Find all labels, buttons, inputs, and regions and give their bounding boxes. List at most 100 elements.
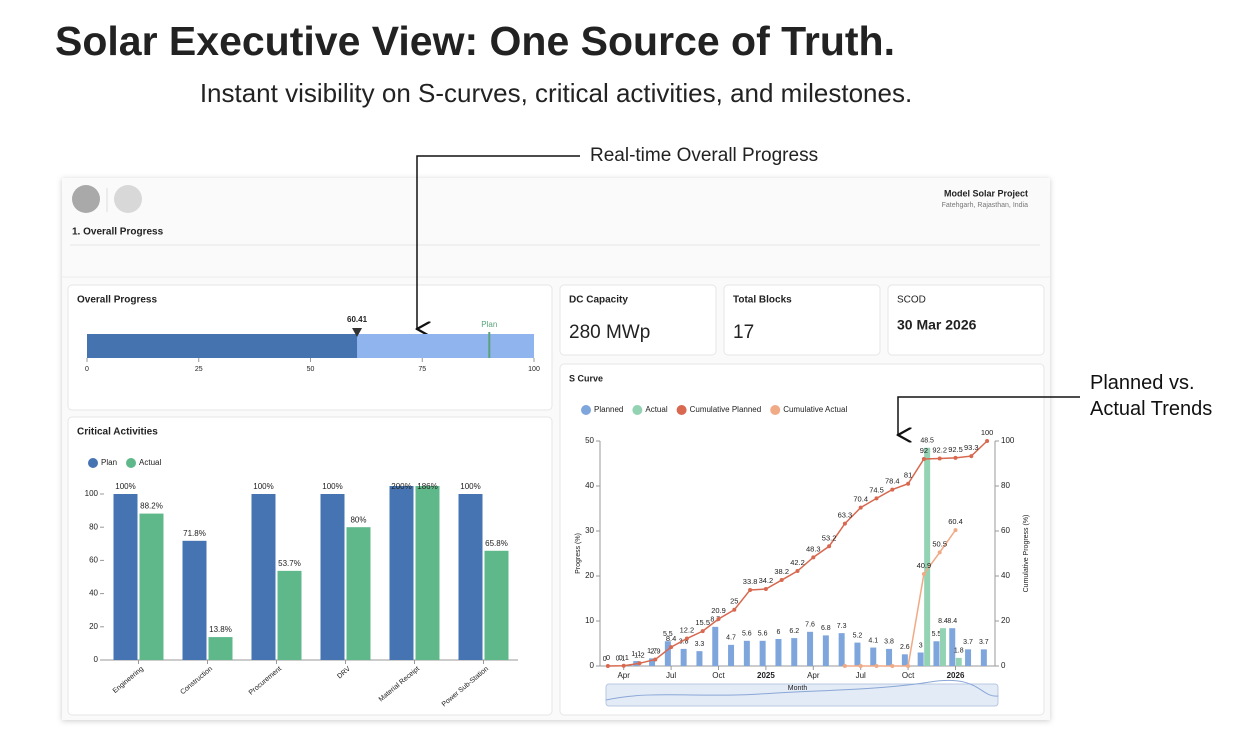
y-tick-label: 80 — [89, 522, 98, 531]
legend-label: Cumulative Planned — [690, 405, 762, 414]
bar — [140, 514, 164, 660]
y2-axis-title: Cumulative Progress (%) — [1023, 515, 1030, 593]
value-label: 7.6 — [805, 622, 815, 629]
value-label: 1.8 — [954, 648, 964, 655]
x-tick-label: 2026 — [947, 671, 965, 680]
x-tick-label: 2025 — [757, 671, 775, 680]
value-label: 65.8% — [485, 539, 508, 548]
bar — [807, 632, 813, 666]
x-tick-label: 75 — [418, 366, 426, 373]
y-tick-label: 40 — [585, 481, 594, 490]
bar — [459, 494, 483, 660]
point — [622, 664, 626, 668]
legend-marker — [770, 405, 780, 415]
legend-marker — [88, 458, 98, 468]
bar — [485, 551, 509, 660]
point — [906, 482, 910, 486]
legend-marker — [126, 458, 136, 468]
value-label: 3.3 — [695, 641, 705, 648]
value-label: 48.5 — [920, 438, 934, 445]
value-label: 13.8% — [209, 625, 232, 634]
value-label: 34.2 — [759, 576, 774, 585]
point — [827, 544, 831, 548]
bar — [791, 638, 797, 666]
value-label: 48.3 — [806, 544, 821, 553]
bar — [681, 649, 687, 666]
y2-tick-label: 20 — [1001, 616, 1010, 625]
bar — [965, 649, 971, 666]
point — [938, 550, 942, 554]
bar — [924, 448, 930, 666]
value-label: 81 — [904, 471, 912, 480]
bar — [696, 651, 702, 666]
progress-bar — [87, 334, 357, 358]
x-tick-label: Apr — [807, 671, 820, 680]
point — [717, 617, 721, 621]
point — [938, 457, 942, 461]
bar — [744, 641, 750, 666]
value-label: 60.41 — [347, 315, 368, 324]
value-label: 42.2 — [790, 558, 805, 567]
bar — [775, 639, 781, 666]
value-label: 40.9 — [917, 561, 932, 570]
value-label: 186% — [417, 482, 437, 491]
value-label: 12.2 — [680, 626, 695, 635]
y2-tick-label: 40 — [1001, 571, 1010, 580]
bar — [839, 633, 845, 666]
value-label: 15.5 — [695, 618, 710, 627]
card — [560, 364, 1044, 715]
value-label: 38.2 — [774, 567, 789, 576]
y-axis-title: Progress (%) — [575, 533, 582, 574]
bar — [347, 527, 371, 660]
point — [843, 664, 847, 668]
value-label: 53.2 — [822, 533, 837, 542]
legend-label: Actual — [645, 405, 667, 414]
bar — [981, 649, 987, 666]
value-label: 8.4 — [947, 618, 957, 625]
x-tick-label: 50 — [307, 366, 315, 373]
annotation: Planned vs. Actual Trends — [1090, 370, 1238, 422]
bar — [760, 641, 766, 666]
card-title: Critical Activities — [77, 427, 158, 438]
value-label: 200% — [391, 482, 411, 491]
card-title: Overall Progress — [77, 295, 157, 306]
value-label: 53.7% — [278, 559, 301, 568]
kpi-label: SCOD — [897, 295, 926, 306]
legend-marker — [632, 405, 642, 415]
x-tick-label: Apr — [617, 671, 630, 680]
point — [859, 664, 863, 668]
bar — [823, 635, 829, 666]
value-label: 78.4 — [885, 477, 900, 486]
value-label: 92 — [920, 446, 928, 455]
value-label: 25 — [730, 597, 738, 606]
legend-label: Planned — [594, 405, 623, 414]
x-tick-label: Oct — [712, 671, 725, 680]
value-label: 63.3 — [838, 511, 853, 520]
point — [843, 522, 847, 526]
x-axis-title: Month — [788, 685, 808, 692]
bar — [728, 645, 734, 666]
point — [732, 608, 736, 612]
value-label: 74.5 — [869, 485, 884, 494]
value-label: 8.4 — [666, 634, 676, 643]
value-label: 3.7 — [979, 639, 989, 646]
x-tick-label: Jul — [856, 671, 866, 680]
kpi-value: 17 — [733, 322, 754, 343]
value-label: 3 — [919, 642, 923, 649]
point — [780, 578, 784, 582]
section-title: 1. Overall Progress — [72, 227, 164, 238]
value-label: 88.2% — [140, 502, 163, 511]
value-label: 0 — [606, 653, 610, 662]
value-label: 5.2 — [853, 632, 863, 639]
bar — [902, 654, 908, 666]
bar — [712, 627, 718, 666]
legend-marker — [581, 405, 591, 415]
y-tick-label: 20 — [89, 622, 98, 631]
bar — [183, 541, 207, 660]
value-label: 33.8 — [743, 577, 758, 586]
y-tick-label: 50 — [585, 436, 594, 445]
y2-tick-label: 0 — [1001, 661, 1006, 670]
y-tick-label: 60 — [89, 556, 98, 565]
bar — [278, 571, 302, 660]
